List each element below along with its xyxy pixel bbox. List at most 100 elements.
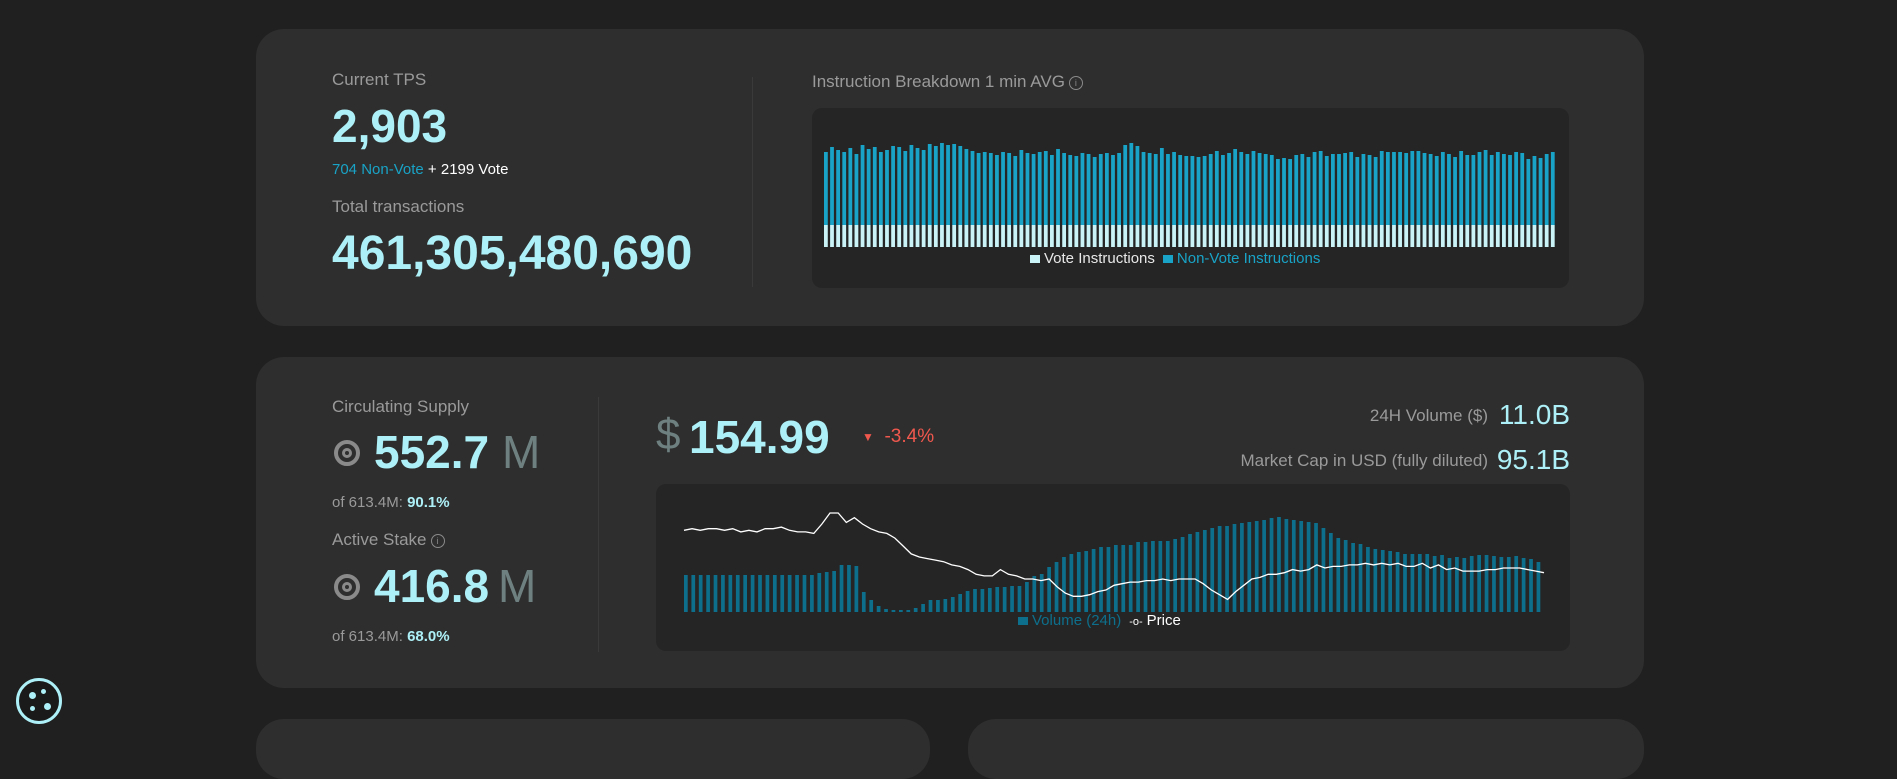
vote-bar[interactable] [1196,225,1201,247]
volume-bar[interactable] [973,589,977,612]
volume-bar[interactable] [950,597,955,612]
vote-bar[interactable] [1208,225,1213,247]
nonvote-bar[interactable] [1288,159,1293,225]
volume-bar[interactable] [1388,551,1393,612]
vote-bar[interactable] [1257,225,1262,247]
legend-nonvote[interactable]: Non-Vote Instructions [1162,250,1320,267]
vote-bar[interactable] [1214,225,1219,247]
nonvote-bar[interactable] [1037,152,1042,225]
nonvote-bar[interactable] [1379,151,1384,225]
volume-bar[interactable] [980,589,985,612]
volume-bar[interactable] [706,575,710,612]
price-line[interactable] [683,512,1545,601]
nonvote-bar[interactable] [995,155,999,225]
vote-bar[interactable] [1202,225,1207,247]
nonvote-bar[interactable] [1544,154,1549,225]
vote-bar[interactable] [1172,225,1176,247]
nonvote-bar[interactable] [1373,157,1378,225]
volume-bar[interactable] [936,600,940,612]
nonvote-bar[interactable] [1190,156,1195,225]
vote-bar[interactable] [1550,225,1555,247]
nonvote-bar[interactable] [1324,156,1329,225]
vote-bar[interactable] [1019,225,1024,247]
volume-bar[interactable] [750,575,755,612]
nonvote-bar[interactable] [866,149,871,225]
volume-bar[interactable] [1099,547,1103,612]
nonvote-bar[interactable] [1410,151,1415,225]
volume-bar[interactable] [861,592,866,612]
nonvote-bar[interactable] [1538,158,1543,225]
volume-bar[interactable] [1440,555,1444,612]
nonvote-bar[interactable] [1196,157,1201,225]
volume-bar[interactable] [869,600,874,612]
vote-bar[interactable] [860,225,865,247]
volume-bar[interactable] [913,608,918,612]
vote-bar[interactable] [988,225,993,247]
nonvote-bar[interactable] [946,145,950,225]
volume-bar[interactable] [1514,556,1519,612]
volume-bar[interactable] [1455,557,1459,612]
nonvote-bar[interactable] [1269,155,1274,225]
legend-price[interactable]: -o- Price [1129,612,1181,629]
nonvote-bar[interactable] [824,152,828,225]
nonvote-bar[interactable] [848,148,853,225]
volume-bar[interactable] [1069,554,1074,612]
vote-bar[interactable] [1043,225,1048,247]
volume-bar[interactable] [1284,519,1289,612]
info-icon[interactable]: i [1068,75,1083,90]
volume-bar[interactable] [987,588,992,612]
volume-bar[interactable] [1329,533,1333,612]
nonvote-bar[interactable] [1166,154,1170,225]
volume-bar[interactable] [1403,554,1407,612]
volume-bar[interactable] [824,572,829,612]
nonvote-bar[interactable] [1208,154,1213,225]
vote-bar[interactable] [1355,225,1360,247]
volume-bar[interactable] [1521,558,1526,612]
nonvote-bar[interactable] [1337,154,1341,225]
volume-bar[interactable] [1492,556,1496,612]
vote-bar[interactable] [854,225,859,247]
volume-bar[interactable] [802,575,807,612]
nonvote-bar[interactable] [1007,153,1012,225]
volume-bar[interactable] [1002,587,1007,612]
vote-bar[interactable] [1471,225,1476,247]
vote-bar[interactable] [1459,225,1464,247]
volume-bar[interactable] [780,575,785,612]
vote-bar[interactable] [1037,225,1042,247]
volume-bar[interactable] [810,575,814,612]
volume-bar[interactable] [1380,550,1385,612]
vote-bar[interactable] [1544,225,1549,247]
volume-bar[interactable] [1410,554,1415,612]
vote-bar[interactable] [1092,225,1097,247]
vote-bar[interactable] [915,225,920,247]
vote-bar[interactable] [1263,225,1268,247]
vote-bar[interactable] [1483,225,1488,247]
nonvote-bar[interactable] [1428,154,1433,225]
vote-bar[interactable] [1404,225,1409,247]
vote-bar[interactable] [1379,225,1384,247]
vote-bar[interactable] [1068,225,1073,247]
cookie-settings-button[interactable] [16,678,62,724]
volume-bar[interactable] [1484,555,1489,612]
volume-bar[interactable] [1240,523,1244,612]
volume-bar[interactable] [1262,520,1266,612]
vote-bar[interactable] [1508,225,1512,247]
nonvote-bar[interactable] [933,146,938,225]
volume-bar[interactable] [1017,586,1022,612]
vote-bar[interactable] [1159,225,1164,247]
nonvote-bar[interactable] [860,145,865,225]
vote-bar[interactable] [1440,225,1445,247]
vote-bar[interactable] [885,225,889,247]
vote-bar[interactable] [836,225,841,247]
nonvote-bar[interactable] [1330,154,1335,225]
nonvote-bar[interactable] [1550,152,1555,225]
volume-bar[interactable] [1314,523,1318,612]
nonvote-bar[interactable] [1001,152,1005,225]
vote-bar[interactable] [866,225,871,247]
volume-bar[interactable] [1165,541,1170,612]
nonvote-bar[interactable] [1117,153,1121,225]
vote-bar[interactable] [1013,225,1018,247]
volume-bar[interactable] [728,575,733,612]
volume-bar[interactable] [1477,555,1481,612]
vote-bar[interactable] [891,225,895,247]
